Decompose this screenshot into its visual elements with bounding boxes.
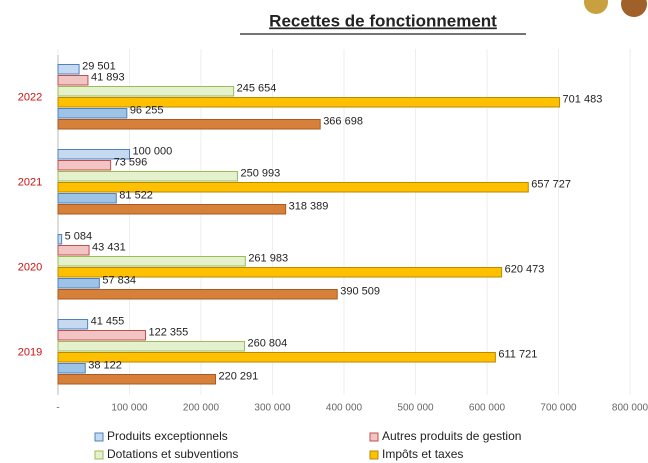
legend-label: Dotations et subventions (107, 447, 238, 461)
bar (57, 363, 86, 374)
data-label: 250 993 (240, 167, 280, 179)
bar (57, 171, 238, 182)
y-tick-label: 2019 (18, 346, 42, 358)
bar (57, 278, 100, 289)
x-tick-label: - (56, 403, 59, 414)
bar (57, 234, 63, 245)
bar (57, 182, 529, 193)
data-label: 701 483 (563, 93, 603, 105)
x-tick-label: 800 000 (612, 403, 648, 414)
x-tick-label: 600 000 (469, 403, 506, 414)
chart-title: Recettes de fonctionnement (269, 11, 497, 30)
bar (57, 267, 503, 278)
x-tick-label: 700 000 (540, 403, 577, 414)
bar (57, 97, 561, 108)
bar (57, 245, 90, 256)
bar (57, 64, 80, 75)
data-label: 657 727 (531, 178, 571, 190)
x-tick-label: 100 000 (111, 403, 148, 414)
legend-label: Produits exceptionnels (107, 429, 228, 443)
bar (57, 352, 496, 363)
data-label: 57 834 (102, 274, 136, 286)
bar (57, 149, 130, 160)
bar (57, 160, 112, 171)
x-tick-label: 400 000 (326, 403, 363, 414)
legend-label: Autres produits de gestion (382, 429, 521, 443)
data-label: 96 255 (130, 104, 164, 116)
data-label: 81 522 (119, 189, 153, 201)
legend-label: Impôts et taxes (382, 447, 463, 461)
data-label: 43 431 (92, 241, 126, 253)
y-tick-label: 2022 (18, 91, 42, 103)
legend-swatch (369, 432, 379, 442)
data-label: 245 654 (237, 82, 277, 94)
legend-swatch (94, 432, 104, 442)
data-label: 260 804 (247, 337, 287, 349)
data-label: 29 501 (82, 60, 116, 72)
bar (57, 108, 128, 119)
data-label: 611 721 (498, 348, 537, 360)
bar (57, 319, 89, 330)
data-label: 318 389 (289, 200, 329, 212)
x-tick-label: 500 000 (397, 403, 434, 414)
x-tick-label: 200 000 (183, 403, 220, 414)
data-label: 38 122 (88, 359, 122, 371)
bar (57, 86, 235, 97)
bar (57, 256, 246, 267)
legend-swatch (369, 450, 379, 460)
legend-swatch (94, 450, 104, 460)
x-tick-label: 300 000 (254, 403, 291, 414)
bar (57, 330, 146, 341)
data-label: 5 084 (65, 230, 93, 242)
bar (57, 341, 245, 352)
data-label: 41 893 (91, 71, 125, 83)
bar (57, 75, 89, 86)
bar (57, 374, 217, 385)
decor-icon (584, 0, 608, 14)
decor-icon (621, 0, 647, 17)
bar (57, 289, 338, 300)
data-label: 620 473 (505, 263, 545, 275)
bar (57, 204, 287, 215)
data-label: 261 983 (248, 252, 288, 264)
bar (57, 193, 117, 204)
data-label: 390 509 (340, 285, 380, 297)
bar (57, 119, 321, 130)
data-label: 41 455 (91, 315, 125, 327)
data-label: 220 291 (219, 370, 259, 382)
y-tick-label: 2020 (18, 261, 42, 273)
data-label: 122 355 (148, 326, 188, 338)
data-label: 100 000 (133, 145, 173, 157)
y-tick-label: 2021 (18, 176, 42, 188)
data-label: 366 698 (323, 115, 363, 127)
data-label: 73 596 (114, 156, 148, 168)
